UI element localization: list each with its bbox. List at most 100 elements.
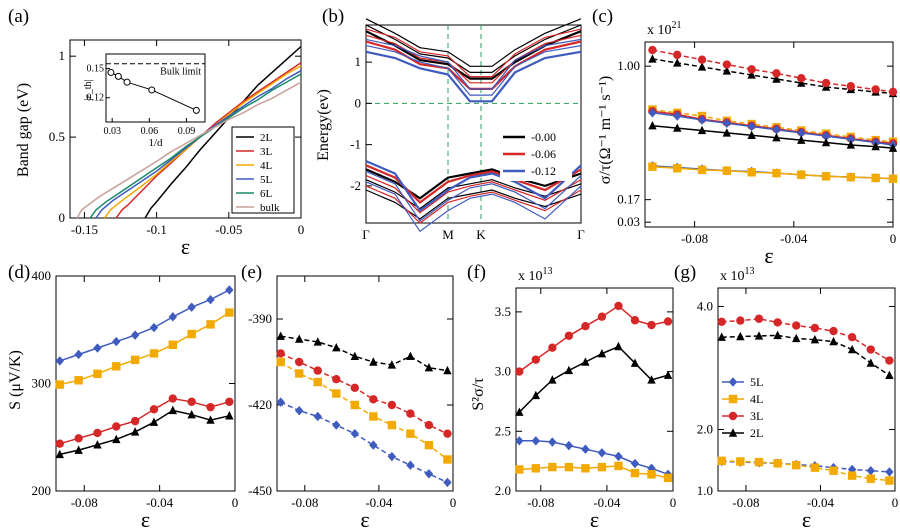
k-point-label: K (476, 227, 486, 242)
series-line (280, 352, 448, 435)
panel-label: (b) (322, 6, 344, 27)
series-line (652, 58, 894, 95)
y-tick-label: 3.0 (495, 364, 511, 379)
data-point (406, 409, 415, 418)
data-point (424, 363, 434, 372)
data-point (847, 333, 857, 342)
inset: 0.03 0.06 0.09 0.12 0.15 Bulk limit 1/d |ε_th| (83, 53, 206, 149)
legend-label: 4L (260, 160, 273, 172)
inset-y-tick-label: 0.12 (87, 93, 105, 104)
legend-marker (728, 411, 738, 421)
data-point (564, 365, 574, 375)
band-series--0.12 (365, 38, 582, 233)
data-point (531, 355, 541, 364)
plot-frame (717, 287, 896, 492)
conduction-band (365, 38, 582, 90)
data-point (313, 337, 322, 346)
data-point (206, 402, 215, 412)
inset-point (192, 106, 200, 114)
x-tick-label: 0 (232, 495, 239, 510)
data-point (630, 458, 640, 469)
panel-label: (f) (467, 262, 486, 283)
panel-label: (a) (8, 6, 29, 27)
data-point (548, 375, 557, 384)
data-point (276, 349, 285, 358)
series-2L (515, 341, 673, 416)
data-point (717, 317, 726, 327)
x-tick-label: 0 (890, 231, 897, 246)
series-line (280, 401, 448, 484)
series-4L (515, 461, 673, 483)
x-tick-label: -0.15 (71, 222, 98, 237)
data-point (736, 316, 745, 325)
x-tick-label: -0.05 (215, 222, 242, 237)
data-point (736, 331, 745, 341)
data-point (548, 343, 557, 352)
data-point (276, 357, 285, 367)
inset-frame (105, 53, 206, 123)
data-point (531, 390, 541, 400)
data-point (149, 349, 159, 358)
data-point (792, 460, 801, 470)
y-tick-label: 2.5 (495, 423, 511, 438)
data-point (350, 400, 360, 410)
series-line (721, 334, 890, 377)
panel-a: -0.15 -0.1 -0.05 0 0 0.5 1 ε Band gap (eV) (a) 0.0… (8, 6, 304, 259)
data-point (673, 50, 682, 60)
series-2L (648, 54, 898, 98)
legend: 5L 4L 3L 2L (722, 375, 763, 440)
data-point (295, 357, 304, 367)
data-point (187, 329, 196, 339)
y-tick-label: -390 (248, 311, 272, 326)
data-point (581, 357, 590, 366)
data-point (112, 362, 121, 371)
conduction-band (365, 28, 582, 78)
y-tick-label: 400 (32, 268, 52, 283)
x-tick-label: -0.08 (681, 231, 708, 246)
inset-x-tick-label: 0.03 (103, 126, 121, 137)
x-axis-label: ε (802, 507, 811, 531)
conduction-band (365, 18, 582, 67)
y-tick-label: -450 (248, 483, 272, 498)
data-point (614, 451, 623, 462)
data-point (149, 405, 159, 414)
data-point (581, 444, 590, 454)
series-6L (89, 73, 302, 219)
data-point (443, 365, 452, 375)
data-point (93, 343, 102, 353)
data-point (350, 428, 360, 439)
legend: 2L 3L 4L 5L 6L bulk (231, 126, 295, 214)
data-point (424, 469, 434, 479)
data-point (829, 336, 838, 346)
x-tick-label: 0 (298, 222, 305, 237)
series-2L (276, 331, 452, 375)
y-tick-label: 0.17 (617, 192, 640, 207)
series-line (59, 397, 230, 445)
data-point (754, 314, 764, 323)
data-point (564, 331, 574, 340)
data-point (564, 462, 574, 472)
inset-y-label: |ε_th| (83, 80, 94, 101)
legend-label: 5L (750, 375, 763, 389)
inset-x-tick-label: 0.06 (141, 126, 159, 137)
data-point (754, 331, 764, 340)
data-point (112, 434, 121, 444)
series-2L (648, 120, 898, 152)
series-line (721, 460, 890, 482)
legend-label: 2L (260, 132, 273, 144)
data-point (697, 115, 707, 125)
data-point (888, 143, 898, 152)
data-point (74, 434, 83, 443)
data-point (332, 420, 341, 430)
data-point (747, 168, 756, 177)
data-point (648, 120, 657, 130)
series-3L (515, 301, 673, 376)
y-tick-label: 0.5 (49, 129, 65, 144)
data-point (614, 461, 623, 471)
data-point (772, 74, 781, 83)
data-point (722, 166, 732, 175)
data-point (276, 397, 285, 407)
x-tick-label: -0.04 (365, 495, 393, 510)
series-line (280, 335, 448, 372)
